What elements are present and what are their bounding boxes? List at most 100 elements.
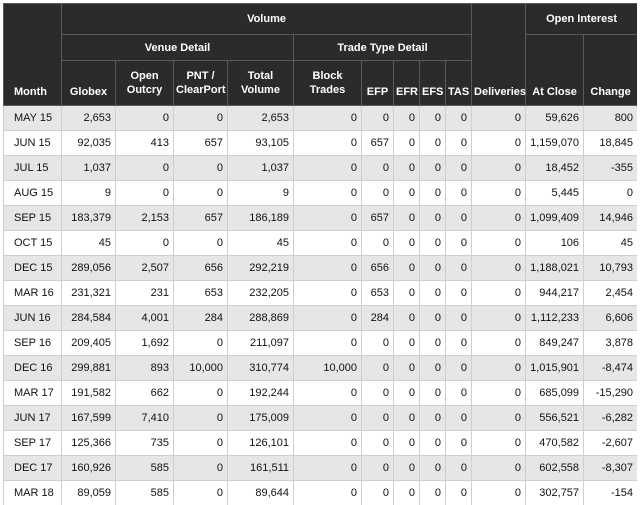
cell-efr: 0 [393,255,420,281]
cell-total-volume: 232,205 [227,280,294,306]
cell-globex: 2,653 [61,105,116,131]
cell-efp: 0 [361,455,394,481]
cell-efr: 0 [393,205,420,231]
cell-efs: 0 [419,255,446,281]
cell-total-volume: 186,189 [227,205,294,231]
cell-total-volume: 175,009 [227,405,294,431]
cell-open-outcry: 413 [115,130,174,156]
cell-month: SEP 16 [3,330,62,356]
cell-efs: 0 [419,130,446,156]
cell-month: MAR 16 [3,280,62,306]
cell-efr: 0 [393,430,420,456]
cell-efp: 0 [361,330,394,356]
cell-deliveries: 0 [471,380,527,406]
cell-efs: 0 [419,230,446,256]
cell-efp: 0 [361,355,394,381]
cell-tas: 0 [444,255,473,281]
cell-efs: 0 [419,355,446,381]
cell-globex: 45 [61,230,116,256]
cell-tas: 0 [444,105,473,131]
table-row: DEC 17 160,926 585 0 161,511 0 0 0 0 0 0 602,558 -8,… [3,455,637,481]
group-header-trade-type-detail: Trade Type Detail [292,34,473,61]
cell-deliveries: 0 [471,305,527,331]
cell-change: 6,606 [583,305,637,331]
cell-tas: 0 [444,230,473,256]
cell-open-outcry: 585 [115,480,174,505]
cell-block-trades: 0 [293,330,362,356]
cell-month: SEP 17 [3,430,62,456]
cell-pnt-clearport: 657 [173,205,228,231]
col-header-globex: Globex [61,60,116,106]
cell-change: -8,474 [583,355,637,381]
cell-efp: 656 [361,255,394,281]
cell-deliveries: 0 [471,280,527,306]
cell-efr: 0 [393,405,420,431]
cell-change: -8,307 [583,455,637,481]
cell-month: JUL 15 [3,155,62,181]
cell-efp: 657 [361,130,394,156]
group-header-volume: Volume [60,3,473,35]
cell-deliveries: 0 [471,355,527,381]
cell-globex: 89,059 [61,480,116,505]
cell-at-close: 602,558 [525,455,585,481]
col-header-month: Month [3,3,62,106]
cell-total-volume: 93,105 [227,130,294,156]
cell-open-outcry: 2,507 [115,255,174,281]
cell-at-close: 5,445 [525,180,585,206]
cell-deliveries: 0 [471,230,527,256]
cell-block-trades: 0 [293,180,362,206]
table-row: JUN 16 284,584 4,001 284 288,869 0 284 0 0 0 0 1,11… [3,305,637,331]
cell-globex: 160,926 [61,455,116,481]
cell-pnt-clearport: 0 [173,455,228,481]
cell-efp: 0 [361,380,394,406]
cell-globex: 167,599 [61,405,116,431]
volume-oi-table-container: Month Volume Deliveries Open Interest Ve… [3,3,637,505]
cell-pnt-clearport: 653 [173,280,228,306]
cell-month: MAR 17 [3,380,62,406]
table-row: JUN 15 92,035 413 657 93,105 0 657 0 0 0 0 1,159,07… [3,130,637,156]
table-row: JUN 17 167,599 7,410 0 175,009 0 0 0 0 0 0 556,521-… [3,405,637,431]
col-header-efs: EFS [419,60,446,106]
col-header-tas: TAS [444,60,473,106]
cell-total-volume: 310,774 [227,355,294,381]
cell-tas: 0 [444,280,473,306]
cell-deliveries: 0 [471,405,527,431]
cell-block-trades: 0 [293,155,362,181]
cell-efs: 0 [419,455,446,481]
cell-month: JUN 15 [3,130,62,156]
cell-tas: 0 [444,455,473,481]
cell-globex: 92,035 [61,130,116,156]
cell-efs: 0 [419,105,446,131]
cell-open-outcry: 0 [115,155,174,181]
cell-block-trades: 0 [293,480,362,505]
cell-tas: 0 [444,430,473,456]
cell-total-volume: 9 [227,180,294,206]
cell-globex: 289,056 [61,255,116,281]
cell-total-volume: 292,219 [227,255,294,281]
cell-at-close: 59,626 [525,105,585,131]
cell-open-outcry: 231 [115,280,174,306]
cell-month: MAR 18 [3,480,62,505]
cell-tas: 0 [444,305,473,331]
cell-pnt-clearport: 0 [173,180,228,206]
cell-pnt-clearport: 284 [173,305,228,331]
cell-globex: 191,582 [61,380,116,406]
cell-efr: 0 [393,380,420,406]
cell-globex: 9 [61,180,116,206]
table-row: SEP 16 209,405 1,692 0 211,097 0 0 0 0 0 0 849,247 3… [3,330,637,356]
cell-efp: 0 [361,405,394,431]
cell-deliveries: 0 [471,180,527,206]
cell-open-outcry: 585 [115,455,174,481]
cell-change: -2,607 [583,430,637,456]
cell-change: -355 [583,155,637,181]
cell-change: 3,878 [583,330,637,356]
cell-open-outcry: 7,410 [115,405,174,431]
table-row: OCT 15 45 0 0 45 0 0 0 0 0 0 106 45 [3,230,637,256]
cell-month: MAY 15 [3,105,62,131]
cell-block-trades: 0 [293,130,362,156]
col-header-efp: EFP [361,60,394,106]
cell-efr: 0 [393,105,420,131]
cell-total-volume: 2,653 [227,105,294,131]
cell-total-volume: 126,101 [227,430,294,456]
cell-total-volume: 288,869 [227,305,294,331]
